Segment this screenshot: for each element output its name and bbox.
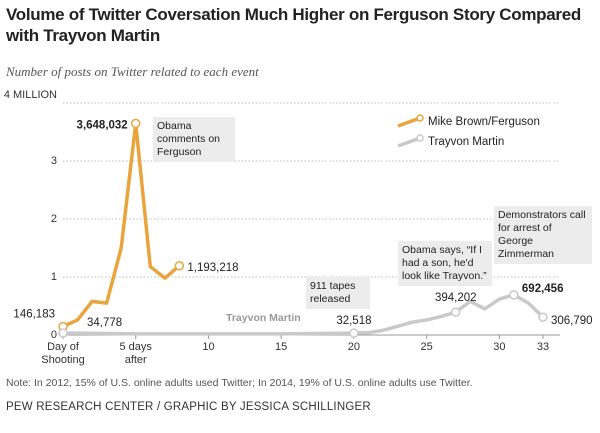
y-tick-label: 0	[51, 329, 57, 341]
point-marker	[58, 328, 68, 338]
x-tick-label: 15	[275, 341, 288, 353]
y-tick-label: 3	[51, 155, 57, 167]
data-label: 32,518	[336, 315, 371, 327]
chart-subtitle: Number of posts on Twitter related to ea…	[6, 64, 259, 79]
legend-swatch	[397, 116, 421, 128]
x-tick-label: 33	[536, 341, 550, 353]
point-marker	[450, 307, 461, 317]
legend-marker	[416, 114, 424, 122]
annotation: 911 tapes released	[306, 277, 370, 309]
data-label: 146,183	[13, 309, 55, 321]
annotation: Obama says, “If I had a son, he'd look l…	[398, 241, 492, 286]
data-label: 1,193,218	[187, 262, 238, 274]
data-label: 692,456	[522, 283, 564, 295]
data-label: 34,778	[87, 317, 122, 329]
point-marker	[538, 312, 548, 322]
source: PEW RESEARCH CENTER / GRAPHIC BY JESSICA…	[6, 401, 371, 413]
point-marker	[509, 290, 519, 300]
y-tick-label: 2	[51, 213, 57, 225]
legend-label: Trayvon Martin	[428, 136, 504, 148]
chart-title: Volume of Twitter Coversation Much Highe…	[6, 5, 581, 45]
x-tick-label: Day of Shooting	[41, 341, 85, 366]
series-line	[62, 121, 181, 329]
y-tick-label: 4 MILLION	[4, 89, 57, 101]
point-marker	[349, 328, 359, 338]
legend-label: Mike Brown/Ferguson	[428, 116, 540, 128]
series-line	[62, 293, 545, 336]
point-marker	[130, 118, 141, 129]
x-tick-label: 10	[202, 341, 215, 353]
x-tick-label: 20	[347, 341, 361, 353]
point-marker	[174, 261, 185, 271]
annotation: Obama comments on Ferguson	[153, 117, 235, 162]
data-label: 394,202	[435, 292, 477, 304]
legend-marker	[416, 134, 424, 142]
annotation: Trayvon Martin	[226, 312, 301, 324]
x-tick-label: 25	[420, 341, 433, 353]
data-label: 3,648,032	[77, 119, 128, 131]
annotation: Demonstrators call for arrest of George …	[494, 206, 592, 264]
data-label: 306,790	[551, 315, 593, 327]
legend-swatch	[397, 136, 421, 148]
x-tick-label: 30	[493, 341, 506, 353]
y-tick-label: 1	[51, 271, 57, 283]
x-tick-label: 5 days after	[119, 341, 152, 366]
note: Note: In 2012, 15% of U.S. online adults…	[6, 377, 473, 389]
